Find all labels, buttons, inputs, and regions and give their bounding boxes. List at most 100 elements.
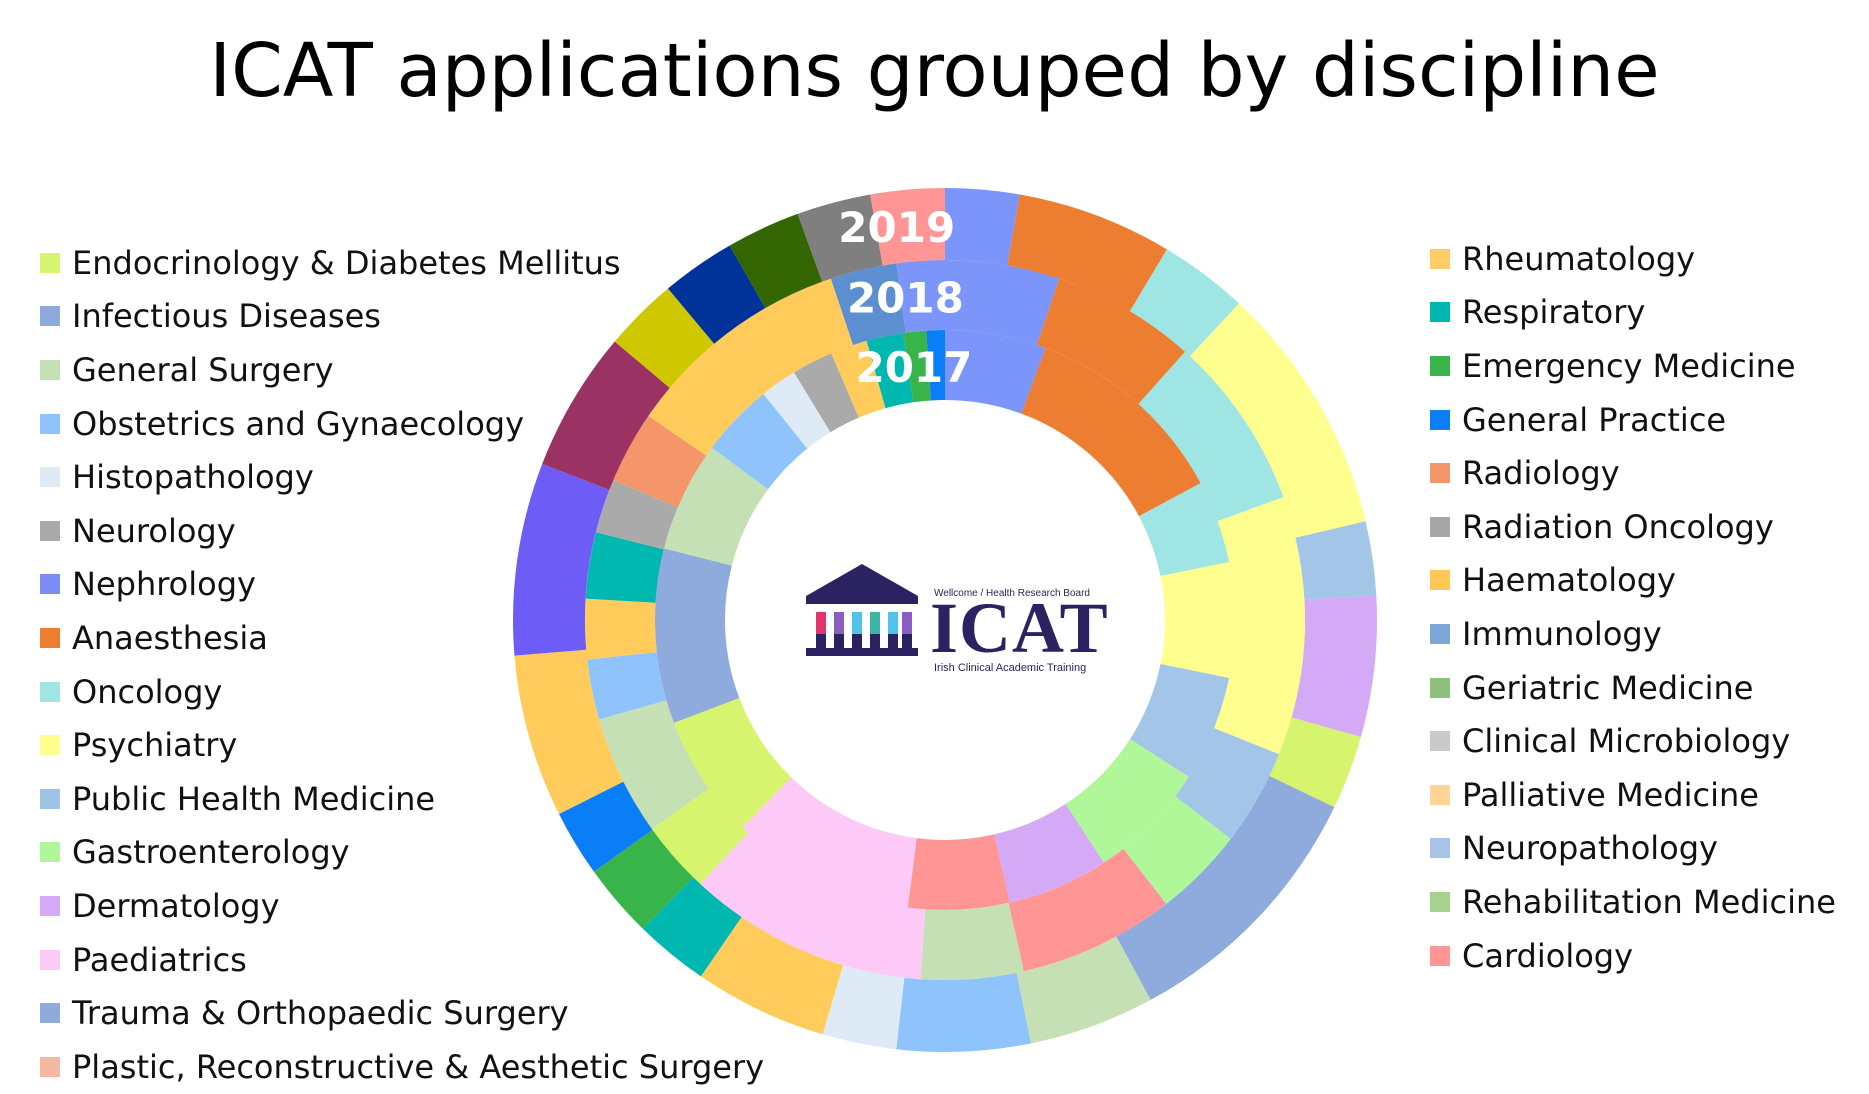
legend-item: Anaesthesia: [40, 611, 764, 665]
donut-segment: [866, 333, 914, 409]
donut-segment: [1138, 483, 1230, 576]
legend-item: Radiology: [1430, 446, 1836, 500]
donut-segment: [1021, 348, 1201, 517]
legend-right: Rheumatology Respiratory Emergency Medicin…: [1430, 232, 1836, 982]
donut-segment: [513, 463, 610, 656]
donut-segment: [663, 447, 769, 566]
donut-segment: [1016, 936, 1151, 1044]
legend-label: Histopathology: [72, 458, 314, 497]
legend-item: Infectious Diseases: [40, 290, 764, 344]
legend-item: Clinical Microbiology: [1430, 714, 1836, 768]
legend-item: Gastroenterology: [40, 826, 764, 880]
legend-item: Rehabilitation Medicine: [1430, 875, 1836, 929]
legend-swatch: [1430, 784, 1450, 805]
legend-swatch: [40, 359, 60, 380]
legend-label: Rehabilitation Medicine: [1462, 882, 1836, 921]
donut-segment: [700, 832, 926, 980]
donut-segment: [1138, 351, 1284, 522]
legend-swatch: [40, 520, 60, 541]
legend-swatch: [40, 467, 60, 488]
legend-item: Respiratory: [1430, 286, 1836, 340]
donut-segment: [1160, 561, 1235, 679]
legend-label: Palliative Medicine: [1462, 775, 1759, 814]
logo-subtitle: Irish Clinical Academic Training: [934, 662, 1087, 674]
donut-segment: [830, 263, 906, 345]
ring-year-label: 2017: [855, 343, 972, 392]
legend-item: Paediatrics: [40, 933, 764, 987]
legend-swatch: [40, 681, 60, 702]
legend-label: Clinical Microbiology: [1462, 722, 1791, 761]
legend-label: Neuropathology: [1462, 829, 1718, 868]
legend-item: Psychiatry: [40, 718, 764, 772]
donut-segment: [700, 917, 844, 1035]
donut-segment: [614, 288, 715, 388]
donut-segment: [642, 877, 742, 977]
legend-swatch: [40, 1003, 60, 1024]
legend-swatch: [40, 735, 60, 756]
legend-label: Endocrinology & Diabetes Mellitus: [72, 243, 621, 282]
legend-label: General Practice: [1462, 400, 1727, 439]
legend-label: Plastic, Reconstructive & Aesthetic Surg…: [72, 1047, 765, 1086]
legend-item: Obstetrics and Gynaecology: [40, 397, 764, 451]
donut-segment: [542, 341, 670, 490]
donut-segment: [920, 902, 1024, 981]
legend-swatch: [1430, 945, 1450, 966]
donut-segment: [797, 194, 883, 282]
legend-left: Endocrinology & Diabetes Mellitus Infecti…: [40, 236, 764, 1094]
donut-segment: [729, 213, 823, 308]
legend-item: Immunology: [1430, 607, 1836, 661]
donut-segment: [585, 532, 664, 603]
legend-label: Radiology: [1462, 454, 1620, 493]
donut-segment: [903, 330, 931, 403]
legend-swatch: [40, 306, 60, 327]
legend-item: Emergency Medicine: [1430, 339, 1836, 393]
donut-segment: [595, 480, 678, 550]
legend-label: Dermatology: [72, 886, 280, 925]
donut-segment: [711, 393, 808, 490]
legend-swatch: [40, 895, 60, 916]
donut-segment: [1291, 595, 1377, 737]
donut-segment: [763, 372, 831, 449]
legend-item: Haematology: [1430, 554, 1836, 608]
legend-item: Trauma & Orthopaedic Surgery: [40, 986, 764, 1040]
legend-swatch: [40, 627, 60, 648]
icat-logo: Wellcome / Health Research Board ICAT Ir…: [802, 558, 1122, 678]
ring-year-label: 2018: [847, 273, 964, 322]
legend-label: Trauma & Orthopaedic Surgery: [72, 994, 569, 1033]
legend-label: Respiratory: [1462, 293, 1646, 332]
legend-label: General Surgery: [72, 350, 334, 389]
donut-segment: [1269, 717, 1361, 808]
donut-segment: [1116, 775, 1335, 1000]
donut-segment: [896, 972, 1031, 1052]
legend-item: Dermatology: [40, 879, 764, 933]
donut-segment: [587, 651, 667, 720]
donut-segment: [926, 330, 945, 401]
donut-segment: [1123, 796, 1231, 904]
donut-segment: [1189, 303, 1366, 538]
legend-swatch: [1430, 516, 1450, 537]
legend-item: Plastic, Reconstructive & Aesthetic Surg…: [40, 1040, 764, 1094]
legend-label: Rheumatology: [1462, 239, 1696, 278]
legend-item: Neurology: [40, 504, 764, 558]
legend-label: Cardiology: [1462, 936, 1634, 975]
legend-swatch: [1430, 409, 1450, 430]
donut-segment: [558, 781, 653, 872]
donut-segment: [1036, 278, 1186, 404]
legend-item: Geriatric Medicine: [1430, 661, 1836, 715]
legend-swatch: [1430, 248, 1450, 269]
donut-segment: [514, 649, 624, 814]
legend-swatch: [1430, 623, 1450, 644]
donut-segment: [742, 777, 917, 908]
legend-item: Oncology: [40, 665, 764, 719]
logo-name: ICAT: [930, 588, 1109, 668]
donut-segment: [945, 188, 1020, 266]
donut-segment: [822, 965, 905, 1050]
legend-item: Nephrology: [40, 558, 764, 612]
legend-swatch: [1430, 463, 1450, 484]
legend-label: Nephrology: [72, 565, 256, 604]
legend-swatch: [1430, 677, 1450, 698]
donut-segment: [648, 278, 854, 456]
legend-swatch: [40, 413, 60, 434]
legend-label: Neurology: [72, 511, 236, 550]
